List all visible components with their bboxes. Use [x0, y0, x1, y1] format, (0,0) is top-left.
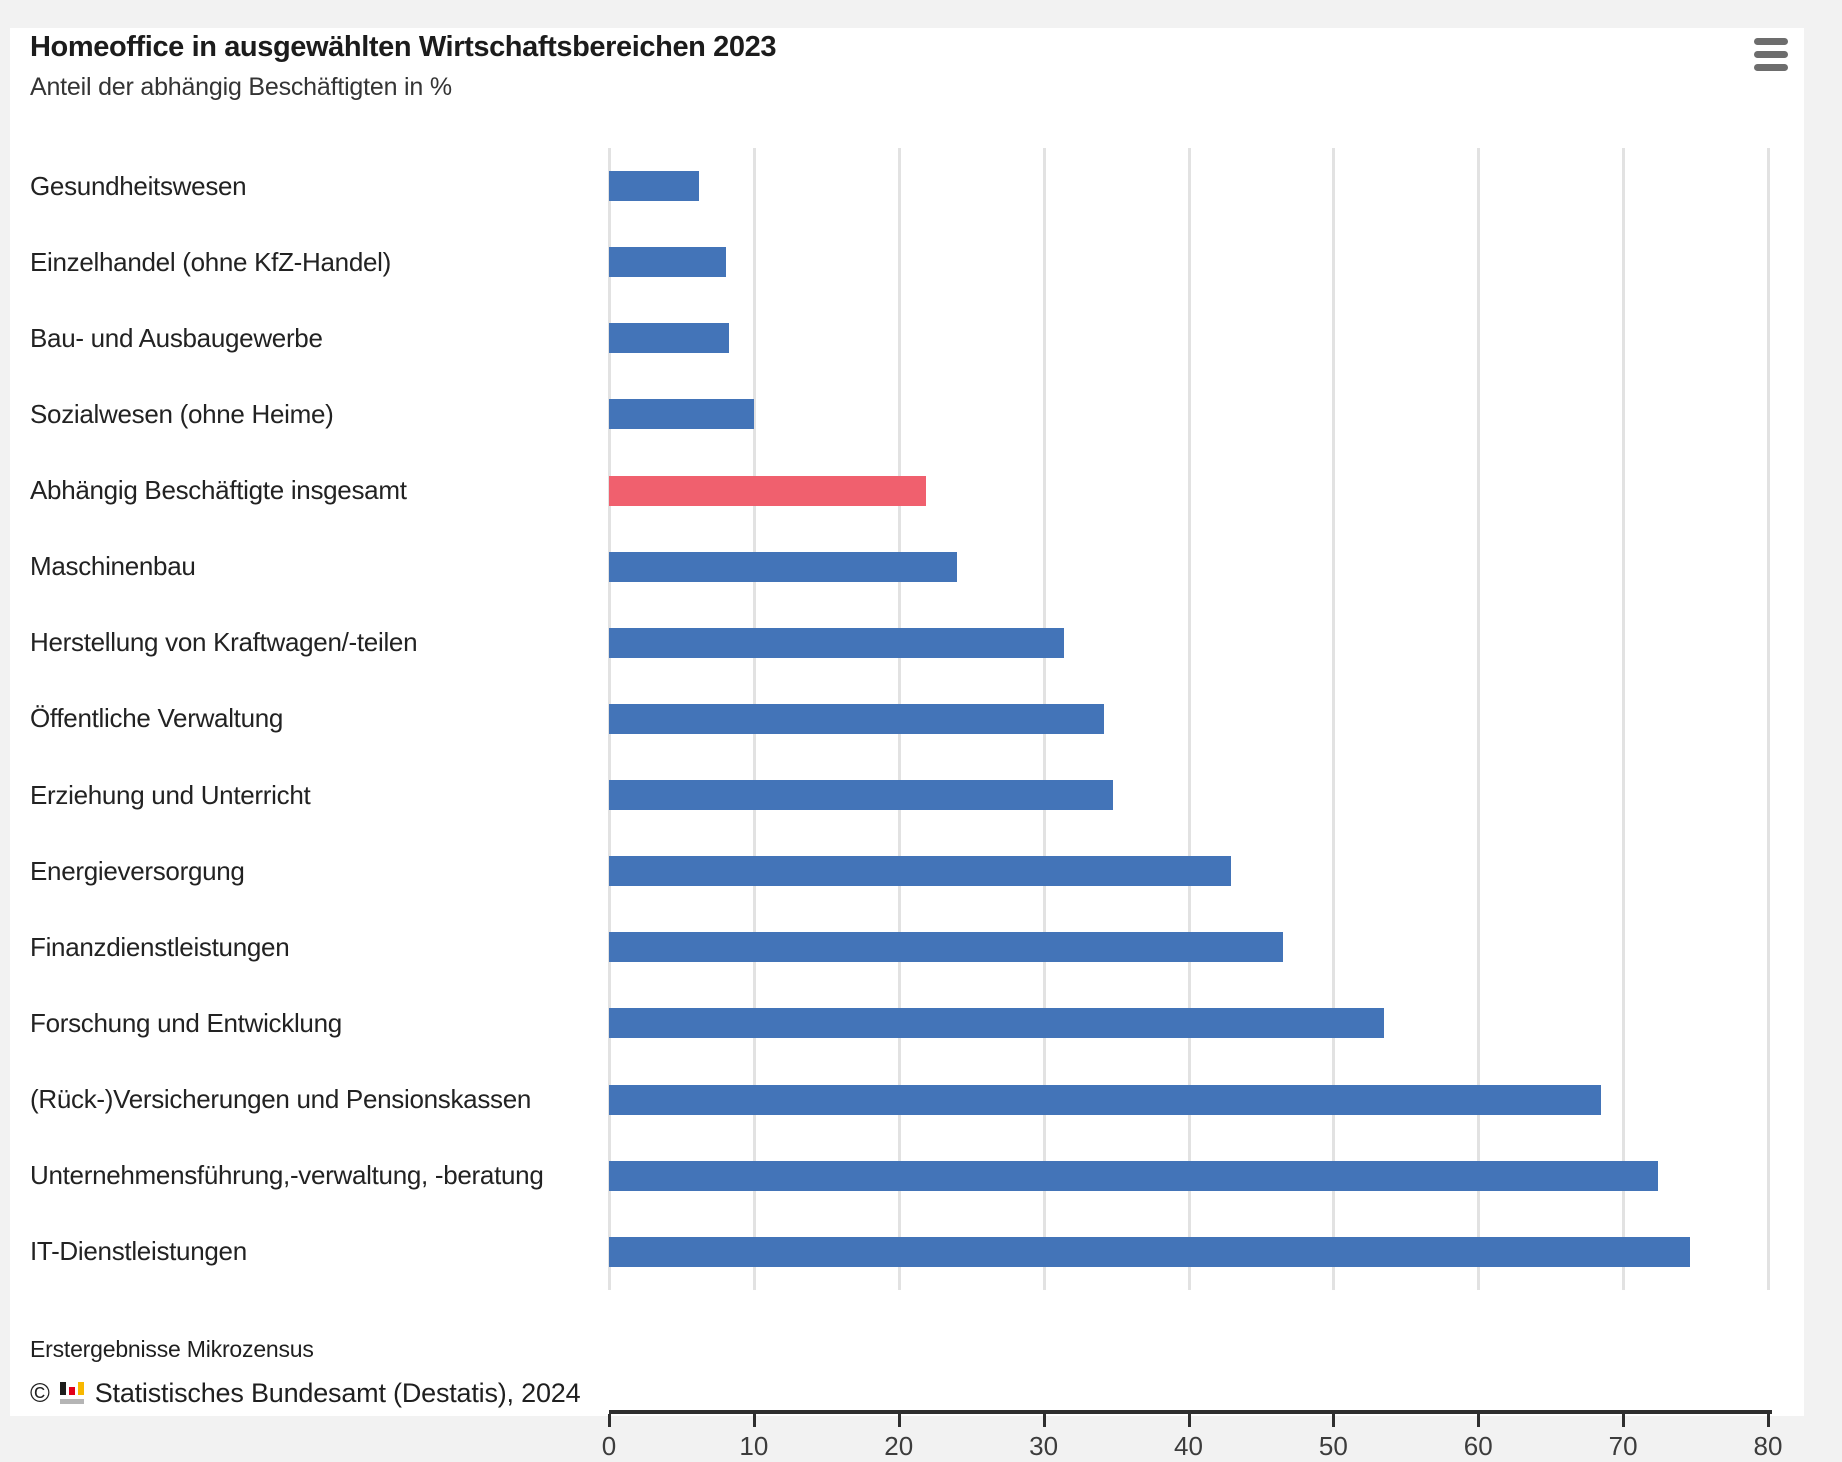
- bar-row: Öffentliche Verwaltung: [10, 681, 1804, 757]
- x-tick-40: [1187, 1414, 1191, 1427]
- bar-row: Einzelhandel (ohne KfZ-Handel): [10, 224, 1804, 300]
- bar-row: Sozialwesen (ohne Heime): [10, 376, 1804, 452]
- x-tick-label-0: 0: [601, 1431, 617, 1461]
- logo-base-bar: [59, 1399, 84, 1404]
- category-label: Einzelhandel (ohne KfZ-Handel): [30, 246, 391, 277]
- category-label: Erziehung und Unterricht: [30, 779, 311, 810]
- bar-value[interactable]: [609, 399, 754, 430]
- x-tick-label-60: 60: [1463, 1431, 1493, 1461]
- bar-row: Abhängig Beschäftigte insgesamt: [10, 453, 1804, 529]
- category-label: Forschung und Entwicklung: [30, 1007, 342, 1038]
- bar-value[interactable]: [609, 551, 957, 582]
- bar-row: Maschinenbau: [10, 529, 1804, 605]
- x-tick-20: [897, 1414, 901, 1427]
- logo-bar-black: [59, 1382, 66, 1395]
- bar-row: Finanzdienstleistungen: [10, 909, 1804, 985]
- hamburger-menu-icon[interactable]: [1754, 36, 1790, 72]
- x-tick-label-80: 80: [1753, 1431, 1783, 1461]
- category-label: Abhängig Beschäftigte insgesamt: [30, 475, 407, 506]
- bar-row: IT-Dienstleistungen: [10, 1214, 1804, 1290]
- destatis-logo-icon: [59, 1382, 85, 1405]
- bar-value[interactable]: [609, 1084, 1602, 1115]
- bar-value[interactable]: [609, 703, 1105, 734]
- bar-value[interactable]: [609, 627, 1064, 658]
- bar-value[interactable]: [609, 932, 1283, 963]
- category-label: Finanzdienstleistungen: [30, 931, 290, 962]
- bar-highlight[interactable]: [609, 475, 927, 506]
- page-title: Homeoffice in ausgewählten Wirtschaftsbe…: [30, 31, 777, 63]
- hamburger-bar: [1754, 37, 1788, 45]
- destatis-chart-widget: { "header": { "title": "Homeoffice in au…: [10, 28, 1804, 1461]
- gridline-70: [1622, 148, 1626, 1290]
- x-tick-80: [1767, 1414, 1770, 1427]
- category-label: Öffentliche Verwaltung: [30, 703, 284, 734]
- bar-row: (Rück-)Versicherungen und Pensionskassen: [10, 1062, 1804, 1138]
- hamburger-bar: [1754, 50, 1788, 58]
- gridline-40: [1187, 148, 1191, 1290]
- x-tick-label-20: 20: [884, 1431, 914, 1461]
- x-tick-30: [1042, 1414, 1046, 1427]
- x-tick-label-10: 10: [739, 1431, 769, 1461]
- gridline-80: [1767, 148, 1770, 1290]
- chart-card: Homeoffice in ausgewählten Wirtschaftsbe…: [10, 28, 1804, 1461]
- x-axis-line: [609, 1410, 1772, 1414]
- bar-value[interactable]: [609, 1236, 1690, 1267]
- bar-value[interactable]: [609, 171, 699, 202]
- bar-value[interactable]: [609, 323, 730, 354]
- bar-value[interactable]: [609, 1160, 1658, 1191]
- category-label: Bau- und Ausbaugewerbe: [30, 322, 323, 353]
- x-tick-0: [608, 1414, 611, 1427]
- copyright-text: Statistisches Bundesamt (Destatis), 2024: [94, 1378, 581, 1408]
- category-label: (Rück-)Versicherungen und Pensionskassen: [30, 1084, 532, 1115]
- logo-bar-red: [68, 1387, 75, 1395]
- bar-value[interactable]: [609, 780, 1114, 811]
- bar-value[interactable]: [609, 1008, 1385, 1039]
- gridline-60: [1477, 148, 1481, 1290]
- x-tick-60: [1477, 1414, 1481, 1427]
- x-tick-label-50: 50: [1318, 1431, 1348, 1461]
- hamburger-bar: [1754, 63, 1788, 71]
- category-label: Gesundheitswesen: [30, 170, 247, 201]
- x-tick-label-40: 40: [1174, 1431, 1203, 1461]
- bar-value[interactable]: [609, 247, 727, 278]
- bar-row: Herstellung von Kraftwagen/-teilen: [10, 605, 1804, 681]
- bar-row: Erziehung und Unterricht: [10, 757, 1804, 833]
- category-label: Unternehmensführung,-verwaltung, -beratu…: [30, 1160, 544, 1191]
- bar-row: Energieversorgung: [10, 833, 1804, 909]
- bar-row: Forschung und Entwicklung: [10, 985, 1804, 1061]
- copyright-line: © Statistisches Bundesamt (Destatis), 20…: [30, 1378, 581, 1409]
- category-label: Energieversorgung: [30, 855, 245, 886]
- page-subtitle: Anteil der abhängig Beschäftigten in %: [30, 73, 452, 101]
- x-tick-70: [1622, 1414, 1626, 1427]
- category-label: IT-Dienstleistungen: [30, 1236, 247, 1267]
- bar-row: Gesundheitswesen: [10, 148, 1804, 224]
- category-label: Herstellung von Kraftwagen/-teilen: [30, 627, 418, 658]
- logo-bar-gold: [77, 1382, 84, 1395]
- bar-row: Bau- und Ausbaugewerbe: [10, 300, 1804, 376]
- gridline-50: [1332, 148, 1336, 1290]
- category-label: Sozialwesen (ohne Heime): [30, 398, 334, 429]
- source-note: Erstergebnisse Mikrozensus: [30, 1336, 314, 1362]
- x-tick-50: [1332, 1414, 1336, 1427]
- bar-row: Unternehmensführung,-verwaltung, -beratu…: [10, 1138, 1804, 1214]
- bar-chart: Gesundheitswesen Einzelhandel (ohne KfZ-H…: [10, 148, 1804, 1461]
- category-label: Maschinenbau: [30, 551, 196, 582]
- bar-value[interactable]: [609, 856, 1231, 887]
- x-tick-10: [752, 1414, 756, 1427]
- x-tick-label-30: 30: [1029, 1431, 1059, 1461]
- x-tick-label-70: 70: [1608, 1431, 1638, 1461]
- copyright-symbol: ©: [30, 1378, 50, 1408]
